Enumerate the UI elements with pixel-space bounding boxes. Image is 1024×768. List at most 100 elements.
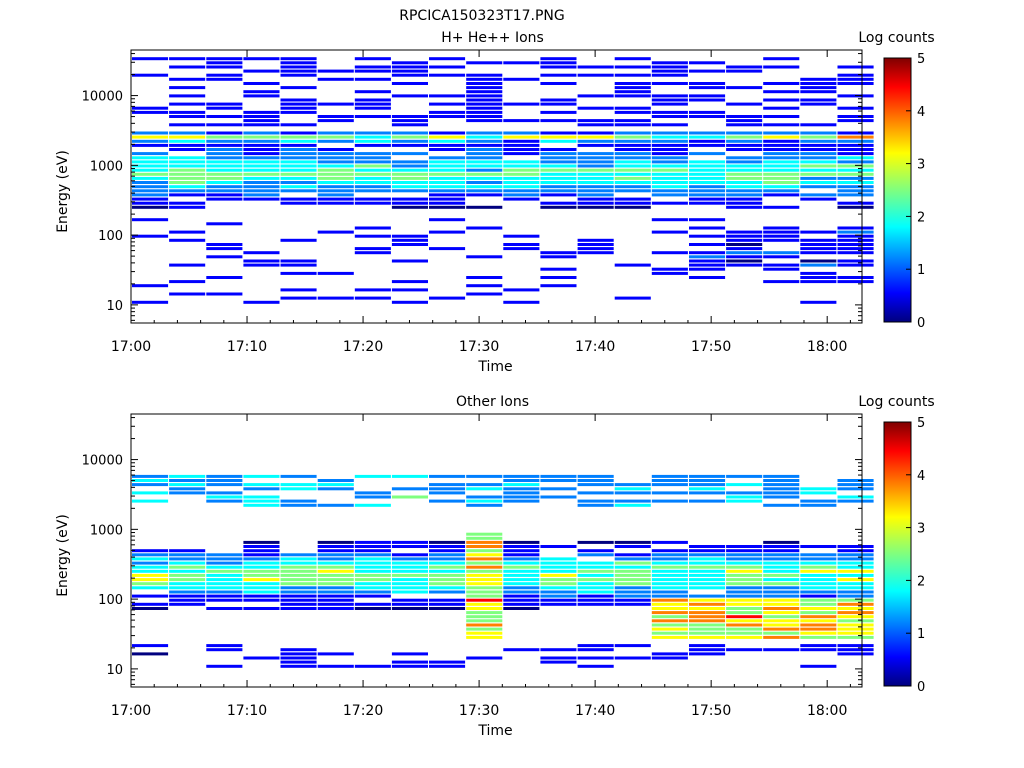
heatmap-cell — [726, 172, 763, 176]
heatmap-cell — [651, 623, 688, 627]
heatmap-cell — [837, 259, 874, 263]
heatmap-cell — [800, 243, 837, 246]
heatmap-cell — [837, 549, 874, 553]
heatmap-cell — [540, 578, 577, 582]
heatmap-cell — [837, 251, 874, 255]
heatmap-cell — [206, 644, 243, 648]
heatmap-cell — [206, 607, 243, 610]
heatmap-cell — [429, 135, 466, 139]
heatmap-cell — [317, 119, 354, 123]
heatmap-cell — [577, 499, 614, 503]
heatmap-cell — [503, 102, 540, 106]
heatmap-cell — [540, 152, 577, 156]
heatmap-cell — [577, 656, 614, 660]
heatmap-cell — [614, 545, 651, 548]
heatmap-cell — [206, 565, 243, 569]
heatmap-cell — [354, 152, 391, 156]
heatmap-cell — [132, 586, 169, 590]
heatmap-cell — [317, 565, 354, 569]
heatmap-cell — [466, 573, 503, 577]
heatmap-cell — [800, 602, 837, 606]
heatmap-cell — [540, 57, 577, 61]
heatmap-cell — [651, 110, 688, 114]
heatmap-cell — [763, 123, 800, 127]
heatmap-cell — [726, 549, 763, 553]
heatmap-cell — [466, 82, 503, 85]
heatmap-cell — [391, 474, 428, 478]
colorbar-label: Log counts — [858, 30, 934, 46]
heatmap-cell — [466, 98, 503, 102]
heatmap-cell — [243, 263, 280, 267]
colorbar-tick-label: 3 — [917, 158, 925, 173]
heatmap-cell — [651, 565, 688, 569]
heatmap-cell — [503, 573, 540, 577]
heatmap-cell — [726, 499, 763, 503]
heatmap-cell — [206, 172, 243, 176]
heatmap-cell — [243, 499, 280, 503]
heatmap-cell — [243, 131, 280, 135]
heatmap-cell — [466, 102, 503, 106]
heatmap-cell — [726, 483, 763, 487]
heatmap-cell — [540, 98, 577, 102]
heatmap-cell — [317, 172, 354, 176]
heatmap-cell — [354, 115, 391, 118]
heatmap-cell — [206, 61, 243, 65]
heatmap-cell — [391, 586, 428, 590]
heatmap-cell — [466, 615, 503, 619]
heatmap-cell — [763, 479, 800, 482]
heatmap-cell — [429, 102, 466, 106]
heatmap-cell — [132, 164, 169, 168]
heatmap-cell — [503, 119, 540, 123]
heatmap-cell — [391, 602, 428, 606]
heatmap-cell — [837, 619, 874, 623]
heatmap-cell — [726, 557, 763, 561]
heatmap-cell — [169, 586, 206, 590]
heatmap-cell — [651, 172, 688, 176]
heatmap-cell — [132, 652, 169, 656]
heatmap-cell — [317, 578, 354, 582]
heatmap-cell — [132, 234, 169, 238]
heatmap-cell — [689, 115, 726, 118]
heatmap-cell — [466, 590, 503, 594]
heatmap-cell — [280, 553, 317, 557]
heatmap-cell — [577, 176, 614, 180]
heatmap-cell — [540, 181, 577, 184]
heatmap-cell — [354, 168, 391, 172]
heatmap-cell — [651, 164, 688, 168]
heatmap-cell — [689, 479, 726, 482]
heatmap-cell — [391, 495, 428, 499]
heatmap-cell — [280, 660, 317, 664]
heatmap-cell — [800, 164, 837, 168]
heatmap-cell — [540, 193, 577, 197]
colorbar-tick-label: 5 — [917, 52, 925, 67]
heatmap-cell — [540, 557, 577, 561]
heatmap-cell — [800, 90, 837, 94]
heatmap-cell — [466, 607, 503, 610]
heatmap-cell — [800, 578, 837, 582]
heatmap-cell — [132, 582, 169, 586]
heatmap-cell — [614, 152, 651, 156]
heatmap-cell — [726, 251, 763, 255]
heatmap-cell — [540, 156, 577, 160]
heatmap-cell — [132, 172, 169, 176]
heatmap-cell — [169, 557, 206, 561]
heatmap-cell — [429, 602, 466, 606]
heatmap-cell — [651, 578, 688, 582]
heatmap-cell — [614, 168, 651, 172]
heatmap-cell — [800, 259, 837, 263]
heatmap-cell — [132, 110, 169, 114]
heatmap-cell — [763, 565, 800, 569]
heatmap-cell — [206, 557, 243, 561]
heatmap-cell — [503, 189, 540, 193]
heatmap-cell — [354, 495, 391, 499]
heatmap-cell — [651, 656, 688, 660]
heatmap-cell — [614, 483, 651, 487]
colorbar-tick-label: 3 — [917, 522, 925, 537]
heatmap-cell — [577, 479, 614, 482]
heatmap-cell — [466, 474, 503, 478]
heatmap-cell — [800, 569, 837, 573]
heatmap-cell — [837, 148, 874, 151]
heatmap-cell — [280, 131, 317, 135]
heatmap-cell — [614, 156, 651, 160]
heatmap-cell — [800, 573, 837, 577]
